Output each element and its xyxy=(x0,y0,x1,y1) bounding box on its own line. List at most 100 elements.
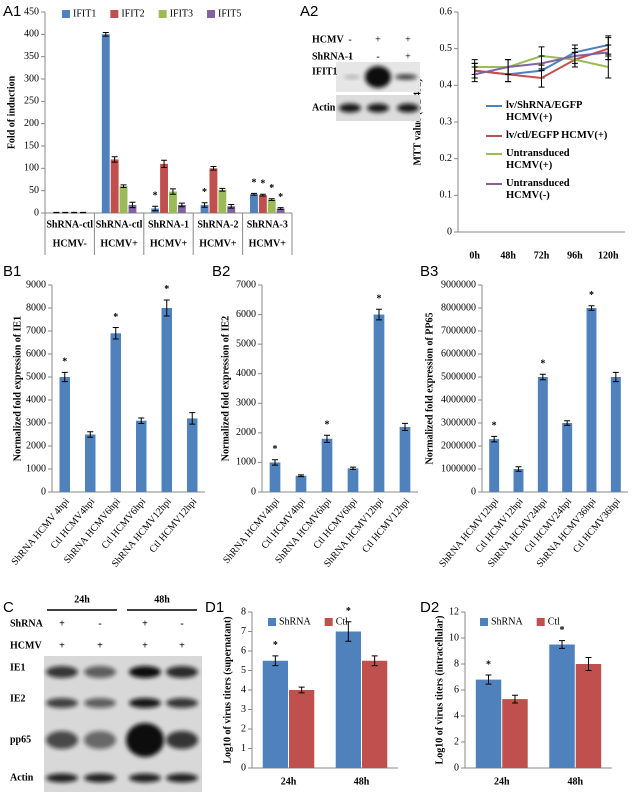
x-tick-label: 120h xyxy=(598,250,619,261)
x-tick-label: 24h xyxy=(494,776,510,787)
error-bar xyxy=(539,373,546,381)
condition-sign: + xyxy=(375,34,381,45)
bar xyxy=(85,434,96,492)
condition-sign: + xyxy=(405,34,411,45)
y-tick-label: 6000000 xyxy=(441,348,476,359)
blot-band xyxy=(84,773,116,783)
y-tick-label: 1000 xyxy=(236,457,256,468)
bar xyxy=(136,420,147,492)
y-tick-label: 7 xyxy=(241,626,246,637)
error-bar xyxy=(210,166,217,171)
panel-label: B1 xyxy=(3,263,21,280)
legend-label: lv/ctl/EGFP HCMV(+) xyxy=(506,130,608,141)
bar xyxy=(399,426,411,492)
significance-mark: * xyxy=(269,183,274,194)
x-group-label: HCMV+ xyxy=(249,238,287,249)
blot-band xyxy=(46,666,78,678)
error-bar xyxy=(485,674,492,685)
panel-label: B2 xyxy=(212,263,230,280)
bar xyxy=(110,159,119,213)
y-tick-label: 4 xyxy=(454,710,459,721)
x-group-label: HCMV- xyxy=(53,238,87,249)
y-tick-label: 1000000 xyxy=(441,463,476,474)
error-bar xyxy=(272,459,278,466)
condition-label: ShRNA-1 xyxy=(312,51,353,62)
legend-label: IFIT3 xyxy=(170,8,193,19)
timepoint-label: 24h xyxy=(74,594,90,605)
row-label: Actin xyxy=(10,772,34,783)
x-tick-label: 48h xyxy=(567,776,583,787)
legend-entry: Untransduced HCMV(-) xyxy=(486,178,618,202)
blot-band xyxy=(166,698,198,708)
x-tick-label: Ctl HCMV12hpi xyxy=(147,496,199,555)
error-bar xyxy=(505,59,512,75)
blot-band xyxy=(126,723,164,757)
y-tick-label: 5000000 xyxy=(441,371,476,382)
error-bar xyxy=(163,299,170,317)
x-tick-label: 48h xyxy=(354,776,370,787)
blot-band xyxy=(395,74,417,80)
y-tick-label: 0 xyxy=(41,486,46,497)
bar xyxy=(537,377,548,492)
legend-swatch xyxy=(486,105,502,107)
significance-mark: * xyxy=(260,179,265,190)
error-bar xyxy=(61,371,68,383)
y-tick-label: 6 xyxy=(241,645,246,656)
error-bar xyxy=(402,422,408,431)
bar xyxy=(110,333,121,492)
x-tick-label: ShRNA-3 xyxy=(247,219,288,230)
legend-label: Ctl xyxy=(336,616,348,627)
y-tick-label: 3000 xyxy=(236,398,256,409)
legend: lv/ShRNA/EGFP HCMV(+) lv/ctl/EGFP HCMV(+)… xyxy=(486,100,618,208)
blot-band xyxy=(166,731,198,749)
significance-mark: * xyxy=(113,312,118,323)
blot-band xyxy=(84,731,116,749)
bar xyxy=(321,438,333,492)
condition-sign: + xyxy=(142,618,148,629)
blot-band xyxy=(365,66,391,88)
significance-mark: * xyxy=(153,191,158,202)
panel-label: B3 xyxy=(420,263,438,280)
bar xyxy=(276,208,285,213)
error-bar xyxy=(120,184,127,189)
legend-swatch xyxy=(486,183,502,185)
bar xyxy=(586,308,597,492)
y-tick-label: 150 xyxy=(24,140,39,151)
condition-sign: + xyxy=(59,618,65,629)
row-label: IE2 xyxy=(10,693,26,704)
error-bar xyxy=(612,371,619,383)
legend-label: ShRNA xyxy=(491,616,523,627)
significance-mark: * xyxy=(251,178,256,189)
y-tick-label: 200 xyxy=(24,118,39,129)
legend-swatch xyxy=(158,10,167,18)
y-tick-label: 9000000 xyxy=(441,279,476,290)
error-bar xyxy=(471,66,478,83)
error-bar xyxy=(178,202,185,208)
y-tick-label: 5000 xyxy=(236,338,256,349)
blot-band xyxy=(129,773,161,783)
error-bar xyxy=(515,466,522,472)
y-tick-label: 1000 xyxy=(26,463,46,474)
bar xyxy=(161,308,172,492)
bar xyxy=(347,468,359,492)
y-axis-label: Fold of induction xyxy=(6,75,17,149)
error-bar xyxy=(511,694,518,704)
significance-mark: * xyxy=(164,284,169,295)
y-tick-label: 100 xyxy=(24,163,39,174)
blot-band xyxy=(46,773,78,783)
legend-entry: lv/ShRNA/EGFP HCMV(+) xyxy=(486,100,618,124)
error-bar xyxy=(350,466,356,471)
condition-sign: + xyxy=(59,640,65,651)
error-bar xyxy=(585,657,592,671)
bar xyxy=(59,377,70,492)
panel-label: A2 xyxy=(300,3,318,20)
error-bar xyxy=(559,640,566,649)
y-tick-label: 8000000 xyxy=(441,302,476,313)
y-tick-label: 2000 xyxy=(236,427,256,438)
y-tick-label: 4000000 xyxy=(441,394,476,405)
y-axis-label: Normalized fold expression of IE2 xyxy=(220,316,231,461)
y-tick-label: 400 xyxy=(24,29,39,40)
panel-label: C xyxy=(3,599,14,616)
y-tick-label: 0.4 xyxy=(440,80,453,91)
